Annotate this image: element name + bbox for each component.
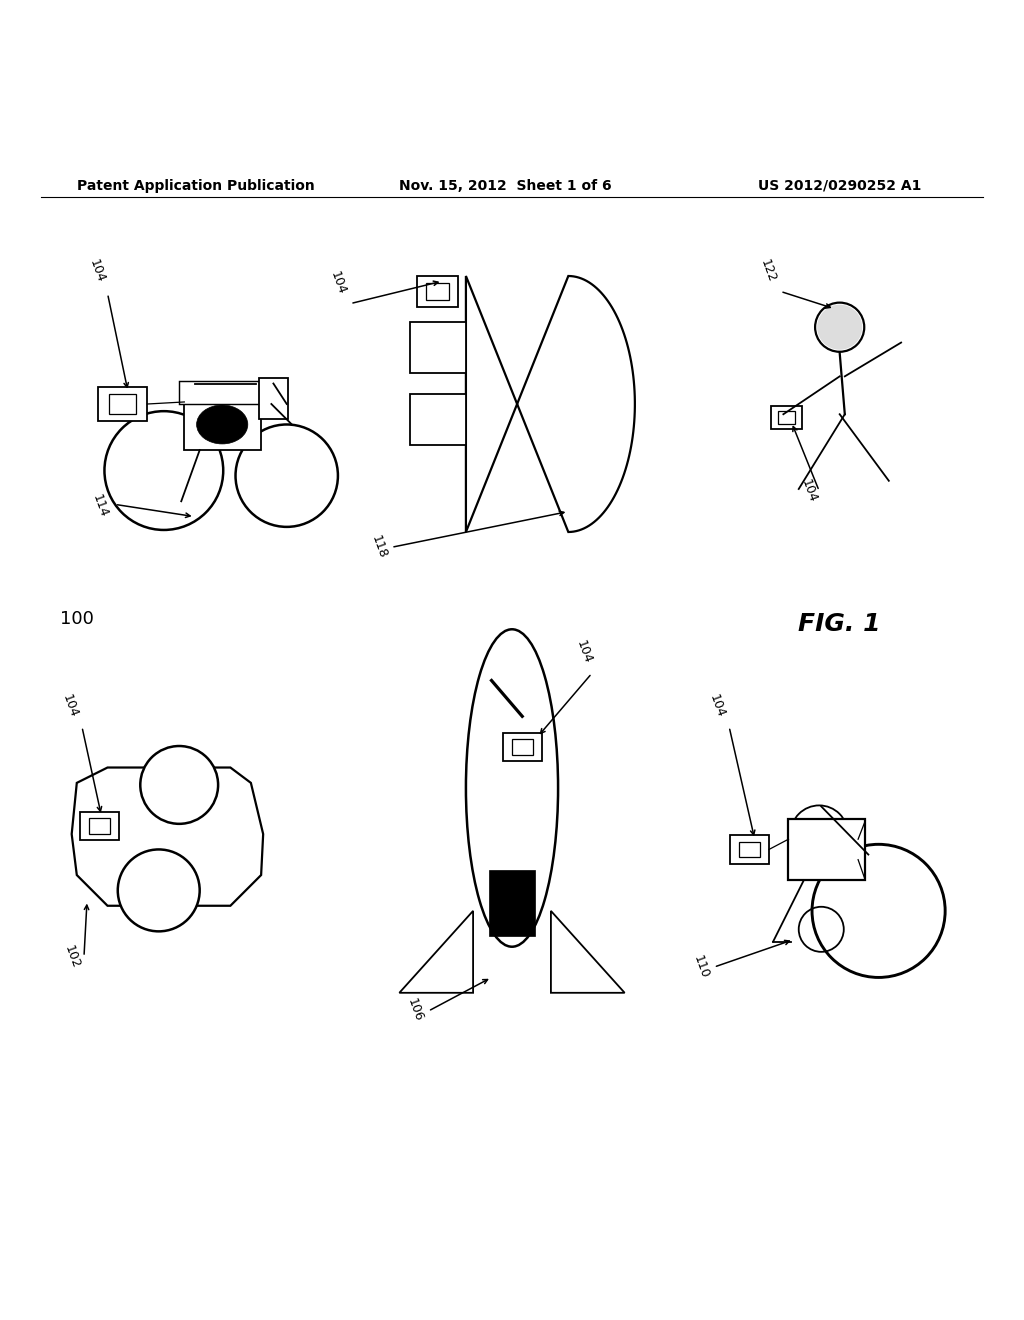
- Bar: [259, 379, 288, 420]
- Bar: [739, 842, 760, 857]
- Text: 102: 102: [61, 944, 82, 970]
- Text: 104: 104: [707, 693, 727, 719]
- Text: Nov. 15, 2012  Sheet 1 of 6: Nov. 15, 2012 Sheet 1 of 6: [399, 180, 612, 193]
- Text: 104: 104: [328, 269, 348, 297]
- Bar: [110, 395, 136, 413]
- Text: 104: 104: [573, 639, 594, 665]
- Bar: [771, 407, 802, 429]
- Bar: [730, 836, 769, 863]
- Polygon shape: [72, 767, 263, 906]
- Bar: [179, 381, 261, 404]
- Bar: [503, 733, 542, 762]
- Polygon shape: [466, 276, 635, 532]
- Bar: [184, 384, 261, 450]
- Bar: [778, 411, 795, 424]
- Bar: [489, 870, 535, 936]
- Polygon shape: [399, 911, 473, 993]
- Bar: [512, 739, 532, 755]
- Text: 118: 118: [369, 533, 389, 561]
- Text: US 2012/0290252 A1: US 2012/0290252 A1: [758, 180, 922, 193]
- Text: 122: 122: [758, 257, 778, 284]
- Text: FIG. 1: FIG. 1: [799, 612, 881, 636]
- Bar: [80, 812, 119, 841]
- Bar: [89, 818, 110, 834]
- Text: 104: 104: [799, 478, 819, 504]
- Ellipse shape: [466, 630, 558, 946]
- Text: 104: 104: [87, 257, 108, 284]
- Bar: [426, 282, 449, 300]
- Bar: [410, 322, 466, 374]
- Bar: [788, 818, 865, 880]
- Circle shape: [817, 305, 862, 350]
- Bar: [98, 387, 147, 421]
- Bar: [410, 393, 466, 445]
- Ellipse shape: [197, 405, 248, 444]
- Text: Patent Application Publication: Patent Application Publication: [77, 180, 314, 193]
- Text: 110: 110: [691, 953, 712, 981]
- Text: 104: 104: [59, 693, 80, 719]
- Text: 100: 100: [59, 610, 94, 628]
- Circle shape: [140, 746, 218, 824]
- Text: 106: 106: [404, 997, 425, 1023]
- Bar: [417, 276, 458, 306]
- Text: 114: 114: [90, 492, 111, 520]
- Circle shape: [118, 850, 200, 932]
- Polygon shape: [551, 911, 625, 993]
